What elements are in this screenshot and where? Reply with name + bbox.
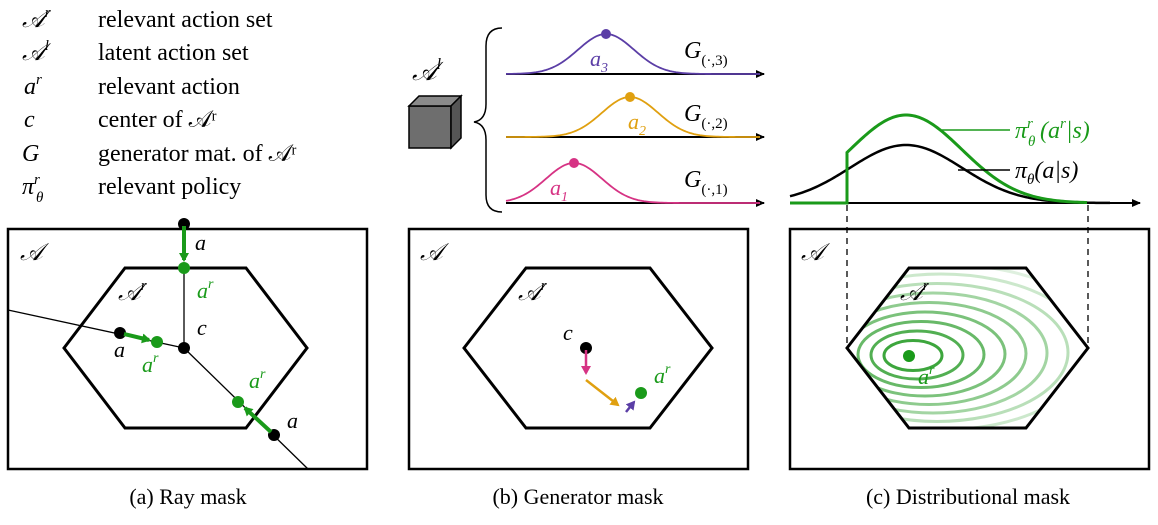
legend-symbol: c <box>24 107 35 133</box>
legend-row-latent-action-set: 𝒜l latent action set <box>22 38 249 66</box>
latent-set-label: 𝒜l <box>412 56 444 86</box>
panel-distributional-mask: πr θ (ar|s) πθ(a|s) 𝒜 𝒜r ar (c) Distributi… <box>788 113 1151 509</box>
panel-ray-mask: 𝒜 𝒜r c a ar a ar a ar (a) Ray mask <box>6 218 369 509</box>
latent-cube-icon <box>407 94 463 150</box>
projection-arrow <box>243 406 273 434</box>
panel-generator-mask: 𝒜l a3 G(·,3) a2 G(·,2) a1 G(·,1) 𝒜 𝒜r c ar (b… <box>407 27 765 509</box>
panel-caption: (b) Generator mask <box>492 484 663 509</box>
policy-label: πθ(a|s) <box>1015 158 1078 188</box>
relevant-action-point <box>232 396 244 408</box>
legend-desc: latent action set <box>98 40 249 66</box>
generator-label: G(·,3) <box>684 38 728 69</box>
generator-density-curve <box>505 162 760 204</box>
relevant-action-label: ar <box>197 277 214 303</box>
action-space-box <box>407 227 750 471</box>
action-space-label: 𝒜 <box>420 240 450 266</box>
action-label: a <box>195 230 206 255</box>
svg-text:𝒜l: 𝒜l <box>22 38 52 66</box>
generator-row-3: a3 G(·,3) <box>505 29 765 78</box>
density-contour <box>856 320 986 389</box>
legend-symbol: π <box>22 174 35 200</box>
svg-text:πrθ: πr θ <box>22 172 44 206</box>
relevant-action-point <box>178 262 190 274</box>
relevant-action-point <box>151 336 163 348</box>
relevant-policy-curve <box>790 113 1088 205</box>
generator-rows: a3 G(·,3) a2 G(·,2) a1 G(·,1) <box>505 29 765 207</box>
relevant-action-label: ar <box>249 367 266 393</box>
generator-point-label: a1 <box>550 175 568 205</box>
legend-symbol: a <box>24 74 36 100</box>
panel-caption: (a) Ray mask <box>129 484 246 509</box>
action-space-label: 𝒜 <box>801 240 831 266</box>
density-contour <box>847 291 1049 415</box>
legend-symbol: G <box>22 141 39 167</box>
relevant-set-hexagon <box>845 266 1090 430</box>
action-space-box <box>6 227 369 471</box>
density-contour <box>847 310 1007 398</box>
generator-point <box>625 92 635 102</box>
action-point <box>114 327 126 339</box>
relevant-set-label: 𝒜r <box>518 278 548 306</box>
legend-desc: generator mat. of 𝒜ʳ <box>98 141 297 167</box>
generator-point <box>569 158 579 168</box>
relevant-set-hexagon <box>62 266 309 430</box>
relevant-action-label: ar <box>142 351 159 377</box>
relevant-set-label: 𝒜r <box>118 278 148 306</box>
generator-density-curve <box>505 33 760 75</box>
generator-point <box>601 29 611 39</box>
generator-row-2: a2 G(·,2) <box>506 92 765 141</box>
legend-desc: relevant action <box>98 74 240 100</box>
density-contour <box>847 282 1070 423</box>
relevant-action-point <box>635 387 647 399</box>
center-point <box>580 342 592 354</box>
legend-row-generator: G generator mat. of 𝒜ʳ <box>22 141 297 167</box>
density-contour <box>869 329 965 381</box>
generator-label: G(·,2) <box>684 101 728 132</box>
relevant-action-label: ar <box>918 363 935 389</box>
relevant-set-hexagon <box>462 266 714 430</box>
density-contour <box>847 301 1028 406</box>
legend-row-relevant-policy: πr θ relevant policy <box>22 172 241 206</box>
action-space-box <box>788 227 1151 471</box>
generator-label: G(·,1) <box>684 167 728 198</box>
relevant-action-point <box>903 350 915 362</box>
svg-text:𝒜r: 𝒜r <box>22 5 52 33</box>
relevant-action-label: ar <box>654 362 671 388</box>
generator-row-1: a1 G(·,1) <box>505 158 765 207</box>
generator-arrow-2 <box>585 379 620 407</box>
density-contour <box>847 272 1088 428</box>
density-contours <box>847 268 1088 428</box>
center-point <box>178 342 190 354</box>
action-label: a <box>287 408 298 433</box>
action-point <box>178 218 190 230</box>
legend-row-relevant-action: ar relevant action <box>24 72 240 100</box>
legend-row-relevant-action-set: 𝒜r relevant action set <box>22 5 273 33</box>
generator-point-label: a2 <box>628 109 646 139</box>
panel-caption: (c) Distributional mask <box>866 484 1070 509</box>
action-label: a <box>114 337 125 362</box>
generator-point-label: a3 <box>590 46 608 76</box>
relevant-policy-label: πr θ (ar|s) <box>1015 116 1090 150</box>
legend-desc: center of 𝒜ʳ <box>98 107 217 133</box>
brace <box>473 27 503 213</box>
generator-arrow-3 <box>625 400 636 413</box>
legend-row-center: c center of 𝒜ʳ <box>24 107 217 133</box>
legend: 𝒜r relevant action set 𝒜l latent action … <box>22 5 297 206</box>
legend-desc: relevant action set <box>98 7 273 33</box>
action-space-label: 𝒜 <box>20 240 50 266</box>
center-label: c <box>197 315 207 340</box>
svg-text:ar: ar <box>24 72 42 100</box>
density-contour <box>882 339 944 372</box>
center-label: c <box>563 320 573 345</box>
projection-arrow <box>123 332 151 344</box>
legend-desc: relevant policy <box>98 174 241 200</box>
